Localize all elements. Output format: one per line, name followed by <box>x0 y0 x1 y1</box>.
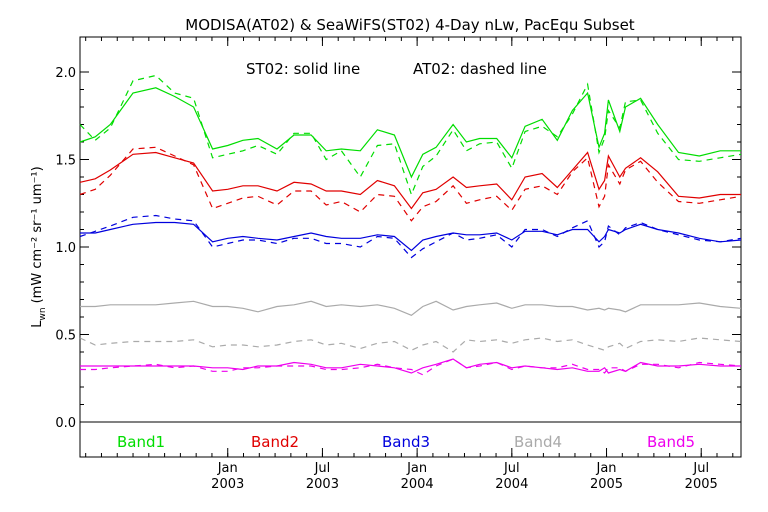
y-axis-label: Lwn(mW cm⁻² sr⁻¹ um⁻¹) <box>30 166 48 327</box>
y-tick-label: 1.0 <box>55 241 76 256</box>
band3-solid-line <box>80 221 742 252</box>
x-tick-label-month: Jan <box>217 461 238 476</box>
band2-solid-line <box>79 151 741 210</box>
band5-dashed-line <box>80 358 742 376</box>
annotation-dashed: AT02: dashed line <box>413 60 547 78</box>
chart-title: MODISA(AT02) & SeaWiFS(ST02) 4-Day nLw, … <box>185 16 634 34</box>
band4-solid-line <box>80 300 742 316</box>
y-tick-label: 2.0 <box>55 66 76 81</box>
band2-dashed-line <box>79 146 742 222</box>
band1-solid-line <box>79 87 741 179</box>
legend: Band1 Band2 Band3 Band4 Band5 <box>117 433 695 451</box>
legend-label-band2: Band2 <box>251 433 299 451</box>
x-tick-label-month: Jan <box>406 461 427 476</box>
series-group <box>79 74 742 376</box>
x-tick-label-month: Jul <box>314 461 331 476</box>
y-tick-label: 1.5 <box>55 154 76 169</box>
legend-label-band4: Band4 <box>514 433 562 451</box>
band5-solid-line <box>80 358 741 374</box>
legend-label-band5: Band5 <box>647 433 695 451</box>
y-tick-label: 0.0 <box>55 416 76 431</box>
band1-dashed-line <box>79 74 742 197</box>
x-tick-label-year: 2003 <box>306 477 339 492</box>
band4-dashed-line <box>79 337 742 353</box>
annotation-solid: ST02: solid line <box>246 60 360 78</box>
x-tick-label-year: 2005 <box>590 477 623 492</box>
x-tick-label-month: Jul <box>692 461 709 476</box>
x-tick-label-year: 2003 <box>211 477 244 492</box>
legend-label-band1: Band1 <box>117 433 165 451</box>
x-tick-label-year: 2005 <box>685 477 718 492</box>
x-tick-label-month: Jul <box>503 461 520 476</box>
y-tick-label: 0.5 <box>55 329 76 344</box>
x-axis: Jan2003Jul2003Jan2004Jul2004Jan2005Jul20… <box>85 37 734 492</box>
x-tick-label-month: Jan <box>596 461 617 476</box>
x-tick-label-year: 2004 <box>495 477 528 492</box>
y-axis: 0.0 0.5 1.0 1.5 2.0 <box>55 66 741 431</box>
x-tick-label-year: 2004 <box>401 477 434 492</box>
legend-label-band3: Band3 <box>382 433 430 451</box>
